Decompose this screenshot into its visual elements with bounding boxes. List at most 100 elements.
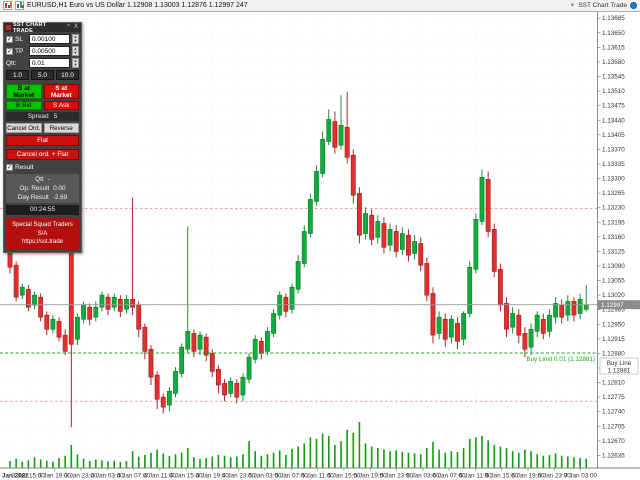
time-axis-label: 4 Jan 23:00 [222, 473, 255, 480]
qtt-input[interactable]: 0.01 [29, 58, 70, 68]
candle-body [38, 296, 44, 318]
candle-body [369, 214, 375, 240]
candle-body [252, 338, 258, 360]
op-result-label: Op. Result [19, 185, 50, 192]
expert-logo-icon[interactable] [630, 2, 637, 9]
price-axis-label: 1.13265 [602, 190, 625, 197]
result-box: Qtt - Op. Result 0.00 Day Result -2.69 [6, 174, 79, 203]
spread-value: 5 [53, 113, 58, 120]
tp-checkbox[interactable]: ✓ [6, 47, 13, 55]
time-axis-label: 4 Jan 03:00 [91, 473, 124, 480]
candle-body [455, 323, 460, 342]
chart-icon[interactable] [15, 1, 24, 10]
candle-body [485, 179, 491, 232]
qty-10-button[interactable]: 10.0 [56, 70, 79, 80]
time-axis-label: 6 Jan 23:00 [538, 473, 571, 480]
price-axis-label: 1.13020 [602, 292, 625, 299]
time-axis-label: 3 Jan 15:00 [12, 473, 45, 480]
candle-body [332, 121, 338, 148]
candlestick-chart[interactable]: 1.13685 1.13650 1.13615 1.13580 1.13545 1.135… [0, 12, 640, 480]
qty-5-button[interactable]: 5.0 [31, 70, 54, 80]
candle-body [547, 314, 552, 332]
candle-body [173, 371, 178, 394]
panel-header[interactable]: SST CHART TRADE ^ X [4, 22, 81, 34]
price-axis-label: 1.13370 [602, 146, 625, 153]
candle-body [528, 328, 534, 348]
candle-body [393, 231, 399, 252]
candle-body [381, 223, 387, 248]
candle-body [418, 243, 424, 266]
price-axis-label: 1.13405 [602, 132, 625, 139]
price-axis-label: 1.12810 [602, 380, 625, 387]
price-axis-label: 1.13545 [602, 74, 625, 81]
candle-body [412, 241, 417, 254]
flat-button[interactable]: Flat [6, 135, 79, 146]
time-axis-label: 5 Jan 15:00 [327, 473, 360, 480]
candle-body [185, 331, 191, 350]
buy-bid-button[interactable]: B Bid [6, 101, 42, 110]
price-axis-label: 1.13300 [602, 176, 625, 183]
candle-body [19, 286, 25, 296]
price-axis-label: 1.13510 [602, 88, 625, 95]
reverse-button[interactable]: Reverse [43, 123, 79, 133]
time-axis-label: 3 Jan 19:00 [38, 473, 71, 480]
candle-body [99, 294, 105, 308]
candle-body [424, 263, 430, 296]
cancel-orders-button[interactable]: Cancel Ord. [6, 123, 42, 133]
candle-body [516, 314, 522, 336]
brand-link[interactable]: https://sst.trade [21, 239, 64, 245]
cancel-and-flat-button[interactable]: Cancel ord. + Flat [6, 149, 79, 160]
price-axis-label: 1.12880 [602, 350, 625, 357]
buy-limit-chart-label: Buy Limit 0.01 (1.12881) [526, 356, 595, 363]
buy-at-market-button[interactable]: B at Market [6, 84, 42, 99]
candle-body [258, 341, 264, 354]
sell-ask-button[interactable]: S Ask [43, 101, 79, 110]
candle-body [522, 333, 528, 350]
spread-indicator: Spread 5 [6, 112, 79, 121]
candle-body [583, 304, 589, 310]
op-result-value: 0.00 [53, 185, 66, 192]
candle-body [136, 304, 142, 330]
candle-body [436, 316, 442, 334]
sl-row: ✓ SL 0.00100 ▲ ▼ [6, 34, 79, 44]
sl-checkbox[interactable]: ✓ [6, 35, 13, 43]
day-result-value: -2.69 [52, 194, 68, 201]
qty-1-button[interactable]: 1.0 [6, 70, 29, 80]
time-axis-label: 3 Jan 23:00 [64, 473, 97, 480]
time-axis-label: 5 Jan 11:00 [301, 473, 334, 480]
chevron-down-icon[interactable]: ▼ [569, 2, 576, 9]
brand-box[interactable]: Special Squad Traders S/A https://sst.tr… [6, 218, 79, 250]
sl-input[interactable]: 0.00100 [29, 34, 70, 44]
candle-body [344, 127, 350, 158]
tp-input[interactable]: 0.00500 [29, 46, 70, 56]
candle-body [25, 288, 31, 308]
candle-body [62, 334, 68, 352]
panel-close-button[interactable]: X [73, 24, 78, 30]
candle-body [510, 313, 516, 328]
window-menu-icon[interactable] [3, 1, 12, 10]
tp-stepper[interactable]: ▲ ▼ [72, 45, 79, 56]
price-axis-label: 1.13090 [602, 263, 625, 270]
candle-body [191, 333, 197, 352]
result-checkbox[interactable]: ✓ [6, 164, 13, 171]
expert-name-label: SST Chart Trade [578, 2, 627, 9]
price-axis-label: 1.13160 [602, 234, 625, 241]
price-axis-label: 1.13615 [602, 44, 625, 51]
price-axis-label: 1.13580 [602, 59, 625, 66]
price-axis-label: 1.13230 [602, 205, 625, 212]
current-price-box [598, 300, 640, 310]
panel-minimize-button[interactable]: ^ [67, 24, 70, 30]
sl-stepper[interactable]: ▲ ▼ [72, 33, 79, 44]
qtt-stepper[interactable]: ▲ ▼ [72, 57, 79, 68]
candle-body [540, 318, 546, 334]
candle-body [320, 139, 326, 174]
candle-body [301, 231, 307, 264]
candle-body [363, 213, 368, 234]
candle-body [430, 293, 436, 336]
chart-title: EURUSD,H1 Euro vs US Dollar 1.12908 1.13… [27, 2, 248, 9]
sell-at-market-button[interactable]: S at Market [43, 84, 79, 99]
candle-body [295, 261, 301, 290]
candle-body [111, 296, 117, 308]
candle-body [357, 193, 362, 236]
candle-body [105, 296, 111, 310]
